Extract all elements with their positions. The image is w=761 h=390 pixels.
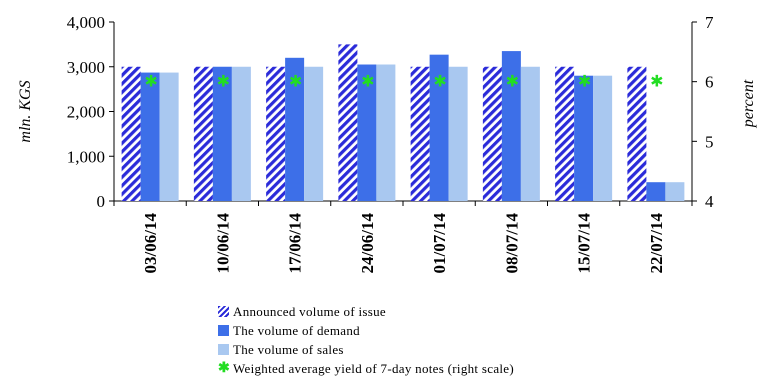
bar-sales [593, 75, 613, 201]
bar-announced [627, 66, 647, 201]
yield-marker: ✱ [217, 72, 230, 91]
bar-sales [448, 66, 468, 201]
bar-demand [285, 57, 305, 201]
legend-label-demand: The volume of demand [233, 322, 360, 338]
yield-marker: ✱ [578, 72, 591, 91]
y-tick-label: 4,000 [67, 13, 105, 32]
bar-announced [555, 66, 575, 201]
y2-axis-label: percent [740, 79, 757, 128]
y2-tick-label: 4 [705, 192, 714, 211]
x-tick-label: 10/06/14 [213, 213, 232, 274]
x-tick-label: 17/06/14 [286, 213, 305, 274]
yield-marker: ✱ [289, 72, 302, 91]
bar-demand [501, 51, 521, 202]
y-tick-label: 0 [97, 192, 106, 211]
bar-announced [338, 44, 358, 201]
bar-announced [266, 66, 286, 201]
yield-marker: ✱ [506, 72, 519, 91]
x-tick-label: 01/07/14 [430, 213, 449, 274]
y2-tick-label: 6 [705, 73, 714, 92]
legend-swatch-demand [218, 325, 229, 336]
bar-announced [482, 66, 502, 201]
y2-tick-label: 5 [705, 132, 714, 151]
x-tick-label: 24/06/14 [358, 213, 377, 274]
bar-sales [159, 72, 179, 201]
bar-announced [193, 66, 213, 201]
bar-demand [646, 182, 666, 201]
bar-announced [121, 66, 141, 201]
x-tick-label: 08/07/14 [502, 213, 521, 274]
legend: Announced volume of issue The volume of … [218, 302, 514, 378]
legend-swatch-announced [218, 306, 229, 317]
bar-sales [376, 64, 396, 201]
legend-label-sales: The volume of sales [233, 341, 344, 357]
bar-demand [140, 72, 160, 201]
legend-label-announced: Announced volume of issue [233, 303, 387, 319]
bar-sales [231, 66, 251, 201]
bar-demand [429, 54, 449, 202]
bar-demand [212, 66, 232, 201]
bar-demand [574, 75, 594, 201]
yield-marker: ✱ [144, 72, 157, 91]
yield-marker: ✱ [361, 72, 374, 91]
y-tick-label: 3,000 [67, 58, 105, 77]
legend-item-demand: The volume of demand [218, 321, 514, 340]
y-axis-label: mln. KGS [17, 80, 34, 142]
x-tick-label: 15/07/14 [575, 213, 594, 274]
yield-marker: ✱ [433, 72, 446, 91]
y2-tick-label: 7 [705, 13, 714, 32]
legend-label-yield: Weighted average yield of 7-day notes (r… [233, 360, 515, 376]
legend-item-announced: Announced volume of issue [218, 302, 514, 321]
chart: ✱ ✱ ✱ ✱ ✱ ✱ ✱ ✱ 0 1,000 2,000 3,000 4,000 4 5 6 7 mln. K… [17, 13, 757, 274]
bar-sales [304, 66, 324, 201]
bar-sales [520, 66, 540, 201]
yield-marker: ✱ [650, 72, 663, 91]
y-tick-label: 2,000 [67, 103, 105, 122]
legend-item-yield: ✱ Weighted average yield of 7-day notes … [218, 359, 514, 378]
x-tick-label: 22/07/14 [647, 213, 666, 274]
bar-sales [665, 182, 685, 201]
legend-item-sales: The volume of sales [218, 340, 514, 359]
x-tick-label: 03/06/14 [141, 213, 160, 274]
legend-marker-yield: ✱ [218, 361, 231, 376]
legend-swatch-sales [218, 344, 229, 355]
bar-demand [357, 64, 377, 201]
y-tick-label: 1,000 [67, 147, 105, 166]
bar-announced [410, 66, 430, 201]
